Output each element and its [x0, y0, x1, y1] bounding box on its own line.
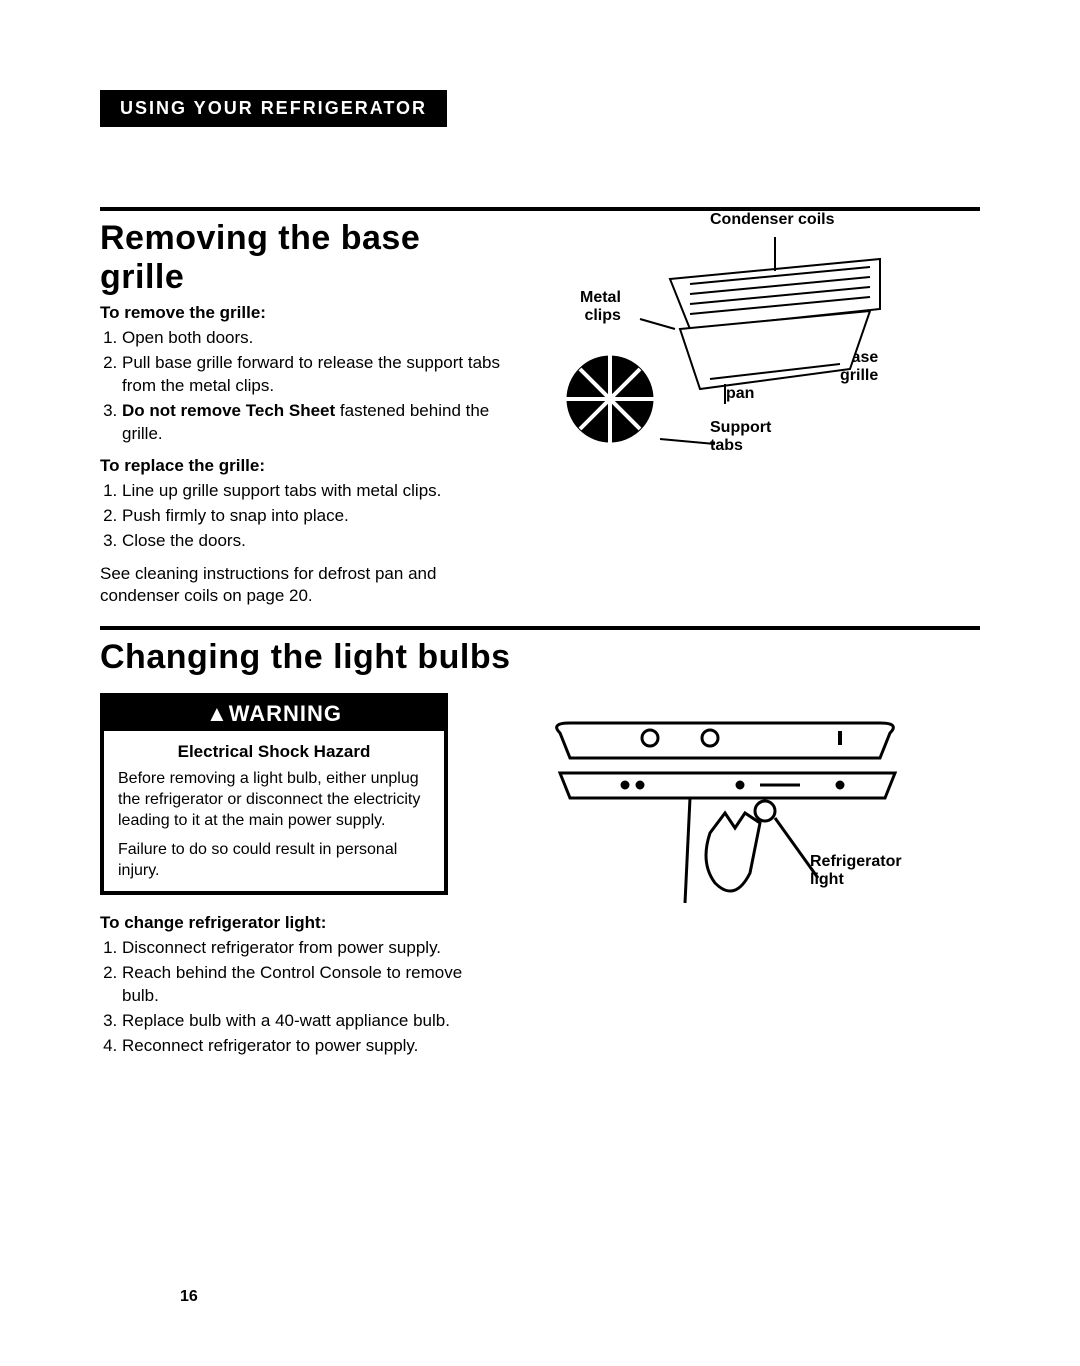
list-item: Line up grille support tabs with metal c…	[122, 480, 500, 503]
remove-subhead: To remove the grille:	[100, 303, 500, 323]
text: WARNING	[229, 701, 342, 726]
light-diagram-icon	[540, 703, 940, 933]
left-column: Removing the base grille To remove the g…	[100, 219, 500, 608]
label-condenser-coils: Condenser coils	[710, 211, 834, 229]
list-item: Do not remove Tech Sheet fastened behind…	[122, 400, 500, 446]
grille-diagram-icon	[540, 229, 910, 479]
remove-steps: Open both doors. Pull base grille forwar…	[100, 327, 500, 446]
list-item: Close the doors.	[122, 530, 500, 553]
warning-header: ▲WARNING	[104, 697, 444, 731]
page-content: USING YOUR REFRIGERATOR Removing the bas…	[0, 0, 1080, 1108]
page-number: 16	[180, 1288, 198, 1306]
diagram-refrigerator-light: Refrigerator light	[530, 683, 980, 1068]
replace-subhead: To replace the grille:	[100, 456, 500, 476]
list-item: Reach behind the Control Console to remo…	[122, 962, 500, 1008]
warning-paragraph: Before removing a light bulb, either unp…	[118, 769, 430, 831]
section-removing-grille: Removing the base grille To remove the g…	[100, 219, 980, 608]
list-item: Push firmly to snap into place.	[122, 505, 500, 528]
warning-subtitle: Electrical Shock Hazard	[118, 741, 430, 763]
warning-body: Electrical Shock Hazard Before removing …	[104, 731, 444, 891]
left-column: ▲WARNING Electrical Shock Hazard Before …	[100, 683, 500, 1068]
divider	[100, 626, 980, 630]
list-item: Open both doors.	[122, 327, 500, 350]
warning-paragraph: Failure to do so could result in persona…	[118, 840, 430, 882]
list-item: Disconnect refrigerator from power suppl…	[122, 937, 500, 960]
list-item: Reconnect refrigerator to power supply.	[122, 1035, 500, 1058]
warning-box: ▲WARNING Electrical Shock Hazard Before …	[100, 693, 448, 895]
replace-steps: Line up grille support tabs with metal c…	[100, 480, 500, 553]
section-title: Changing the light bulbs	[100, 638, 980, 677]
list-item: Replace bulb with a 40-watt appliance bu…	[122, 1010, 500, 1033]
cleaning-note: See cleaning instructions for defrost pa…	[100, 563, 500, 609]
diagram-base-grille: Condenser coils Metal clips Base grille …	[530, 219, 980, 608]
section-title: Removing the base grille	[100, 219, 500, 297]
section-header: USING YOUR REFRIGERATOR	[100, 90, 447, 127]
change-subhead: To change refrigerator light:	[100, 913, 500, 933]
bold-text: Do not remove Tech Sheet	[122, 401, 335, 420]
change-steps: Disconnect refrigerator from power suppl…	[100, 937, 500, 1058]
warning-icon: ▲	[206, 701, 229, 726]
divider	[100, 207, 980, 211]
list-item: Pull base grille forward to release the …	[122, 352, 500, 398]
section-changing-bulbs: ▲WARNING Electrical Shock Hazard Before …	[100, 683, 980, 1068]
